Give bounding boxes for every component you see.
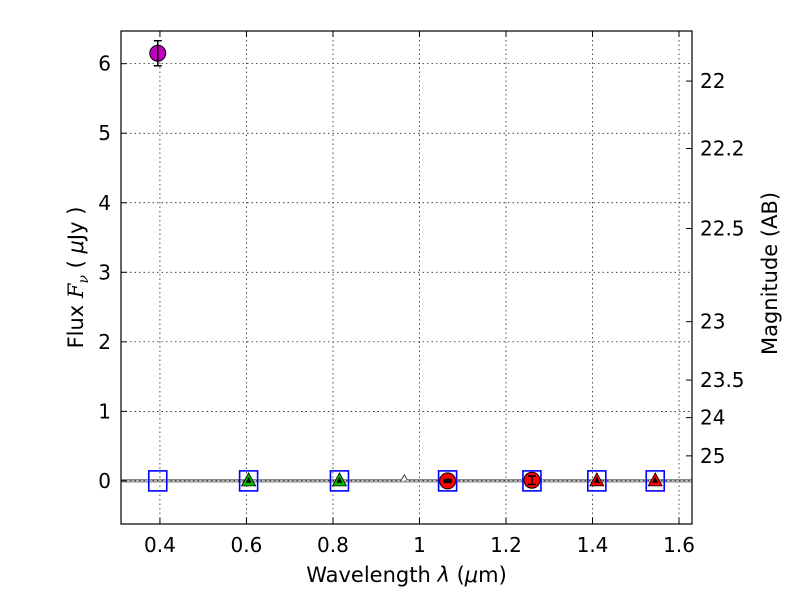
model-box-point xyxy=(522,470,542,492)
model-box-point xyxy=(329,470,350,492)
right-tick-label: 23 xyxy=(700,310,725,334)
x-tick-label: 1.4 xyxy=(577,533,609,557)
right-axis-label: Magnitude (AB) xyxy=(758,192,782,355)
spectrum-line xyxy=(121,473,692,481)
y-tick-label: 6 xyxy=(98,52,111,76)
x-tick-label: 0.8 xyxy=(317,533,349,557)
y-tick-label: 4 xyxy=(98,191,111,215)
axis-ticks: 0.4 0.6 0.8 1 1.2 1.4 1.601234562222.222.52323… xyxy=(98,31,745,557)
plot-frame xyxy=(120,30,693,525)
x-tick-label: 1 xyxy=(413,533,426,557)
x-tick-label: 0.6 xyxy=(231,533,263,557)
red-upper-limit-arrow xyxy=(652,476,659,483)
right-tick-label: 23.5 xyxy=(700,368,745,392)
y-tick-label: 2 xyxy=(98,330,111,354)
y-tick-label: 3 xyxy=(98,260,111,284)
data-points xyxy=(147,39,666,492)
x-tick-label: 0.4 xyxy=(144,533,176,557)
y-tick-label: 1 xyxy=(98,399,111,423)
green-upper-limit-arrow xyxy=(336,476,343,483)
right-tick-label: 22 xyxy=(700,69,725,93)
x-axis-label: Wavelength λ (μm) xyxy=(306,563,507,587)
model-box-point xyxy=(645,470,666,492)
model-box-point xyxy=(587,470,607,492)
green-upper-limit-arrow xyxy=(245,476,252,483)
right-tick-label: 25 xyxy=(700,444,725,468)
x-tick-label: 1.6 xyxy=(663,533,695,557)
model-box-point xyxy=(437,470,458,492)
x-tick-label: 1.2 xyxy=(490,533,522,557)
model-box-point xyxy=(238,470,259,492)
right-tick-label: 24 xyxy=(700,406,725,430)
grid-lines xyxy=(121,31,692,524)
red-upper-limit-arrow xyxy=(593,476,600,483)
right-tick-label: 22.5 xyxy=(700,216,745,240)
y-tick-label: 0 xyxy=(98,469,111,493)
right-tick-label: 22.2 xyxy=(700,137,745,161)
model-box-point xyxy=(147,470,168,492)
y-axis-label: Flux Fν ( μJy ) xyxy=(64,207,92,349)
y-tick-label: 5 xyxy=(98,121,111,145)
